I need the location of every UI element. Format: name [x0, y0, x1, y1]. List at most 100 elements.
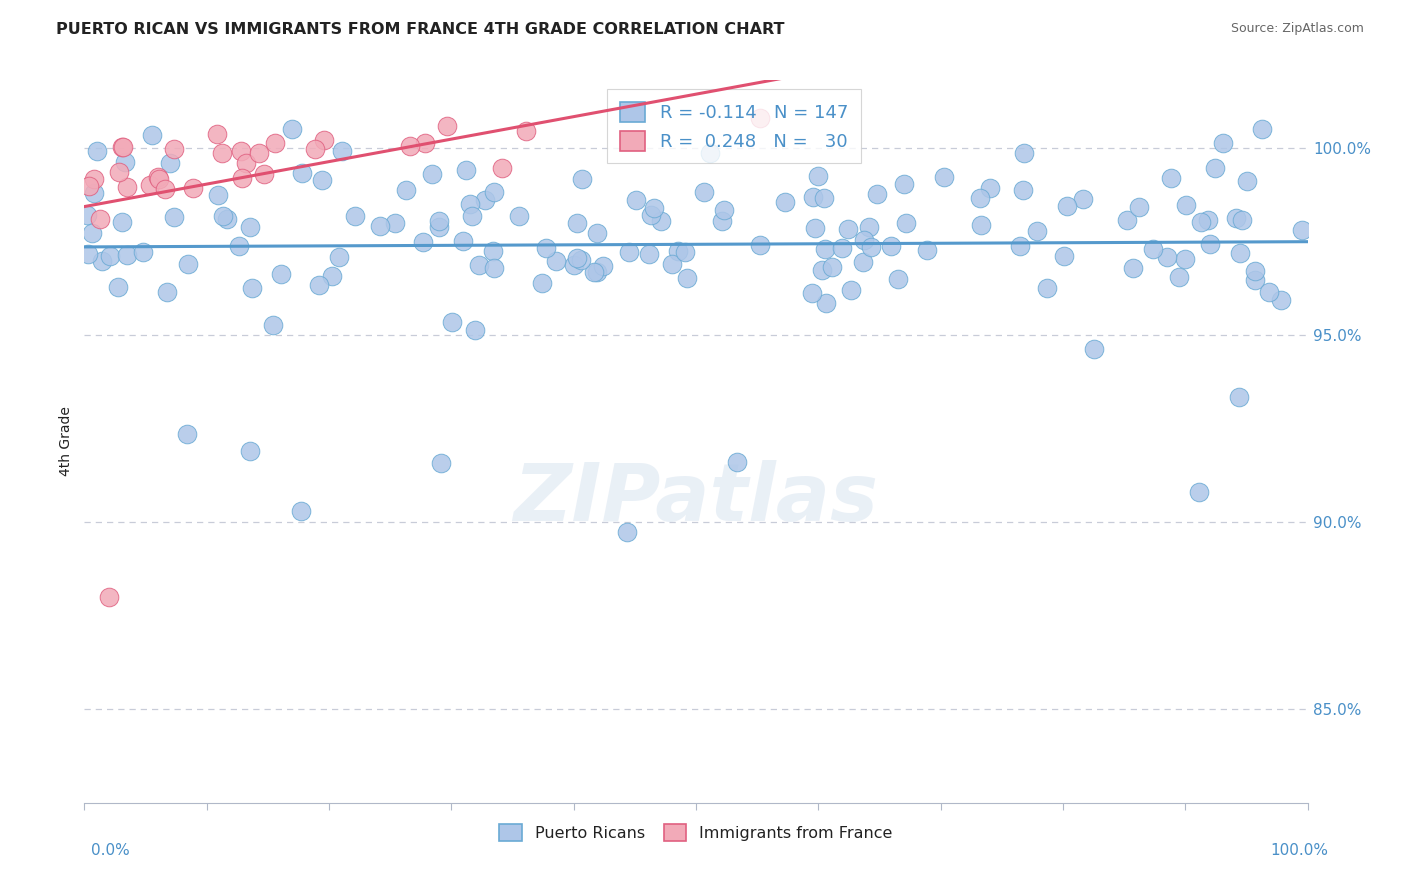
Point: [693, 185, 716, 199]
Point: [1008, 238, 1031, 252]
Point: [880, 238, 903, 252]
Point: [839, 284, 862, 298]
Point: [264, 136, 287, 150]
Point: [1122, 261, 1144, 276]
Point: [640, 208, 662, 222]
Point: [464, 323, 486, 337]
Point: [710, 214, 733, 228]
Point: [887, 272, 910, 286]
Point: [1291, 223, 1313, 237]
Point: [207, 188, 229, 202]
Point: [231, 171, 253, 186]
Point: [661, 257, 683, 271]
Point: [1083, 342, 1105, 356]
Point: [699, 145, 721, 160]
Point: [1116, 213, 1139, 227]
Point: [582, 265, 605, 279]
Point: [1236, 174, 1258, 188]
Point: [83, 186, 105, 201]
Point: [748, 111, 770, 125]
Point: [725, 455, 748, 469]
Point: [1167, 270, 1189, 285]
Point: [565, 252, 588, 266]
Point: [859, 240, 882, 254]
Point: [240, 281, 263, 295]
Point: [468, 258, 491, 272]
Y-axis label: 4th Grade: 4th Grade: [59, 407, 73, 476]
Point: [384, 216, 406, 230]
Point: [534, 241, 557, 255]
Point: [666, 244, 689, 259]
Point: [932, 170, 955, 185]
Point: [1229, 246, 1251, 260]
Point: [80, 226, 103, 240]
Point: [1197, 213, 1219, 227]
Point: [156, 285, 179, 299]
Point: [1174, 252, 1197, 266]
Point: [114, 154, 136, 169]
Point: [239, 444, 262, 458]
Point: [212, 210, 235, 224]
Point: [328, 250, 350, 264]
Point: [290, 504, 312, 518]
Point: [270, 267, 292, 281]
Point: [427, 214, 450, 228]
Point: [592, 259, 614, 273]
Point: [228, 239, 250, 253]
Point: [215, 211, 238, 226]
Point: [312, 133, 335, 147]
Point: [713, 202, 735, 217]
Point: [858, 219, 880, 234]
Point: [420, 167, 443, 181]
Point: [969, 191, 991, 205]
Point: [626, 193, 648, 207]
Point: [637, 246, 659, 260]
Point: [1189, 214, 1212, 228]
Point: [395, 183, 418, 197]
Point: [970, 218, 993, 232]
Point: [586, 265, 609, 279]
Point: [77, 246, 100, 260]
Point: [1036, 281, 1059, 295]
Point: [430, 456, 453, 470]
Point: [1244, 264, 1267, 278]
Point: [97, 590, 120, 604]
Point: [773, 195, 796, 210]
Point: [616, 524, 638, 539]
Point: [1270, 293, 1292, 307]
Point: [235, 155, 257, 169]
Point: [530, 277, 553, 291]
Point: [894, 216, 917, 230]
Text: Source: ZipAtlas.com: Source: ZipAtlas.com: [1230, 22, 1364, 36]
Point: [91, 254, 114, 268]
Point: [308, 277, 330, 292]
Point: [98, 249, 121, 263]
Point: [177, 256, 200, 270]
Point: [491, 161, 513, 176]
Point: [330, 144, 353, 158]
Point: [176, 426, 198, 441]
Point: [83, 172, 105, 186]
Point: [262, 318, 284, 332]
Point: [148, 172, 170, 186]
Point: [801, 190, 824, 204]
Point: [461, 209, 484, 223]
Point: [1012, 183, 1035, 197]
Point: [1071, 192, 1094, 206]
Point: [1188, 484, 1211, 499]
Point: [77, 178, 100, 193]
Point: [481, 244, 503, 259]
Point: [115, 180, 138, 194]
Point: [117, 248, 139, 262]
Point: [643, 201, 665, 215]
Point: [820, 260, 842, 275]
Point: [183, 181, 205, 195]
Point: [311, 173, 333, 187]
Point: [207, 128, 229, 142]
Point: [111, 140, 134, 154]
Point: [159, 155, 181, 169]
Point: [86, 144, 108, 158]
Point: [304, 143, 326, 157]
Point: [1250, 122, 1272, 136]
Point: [107, 165, 129, 179]
